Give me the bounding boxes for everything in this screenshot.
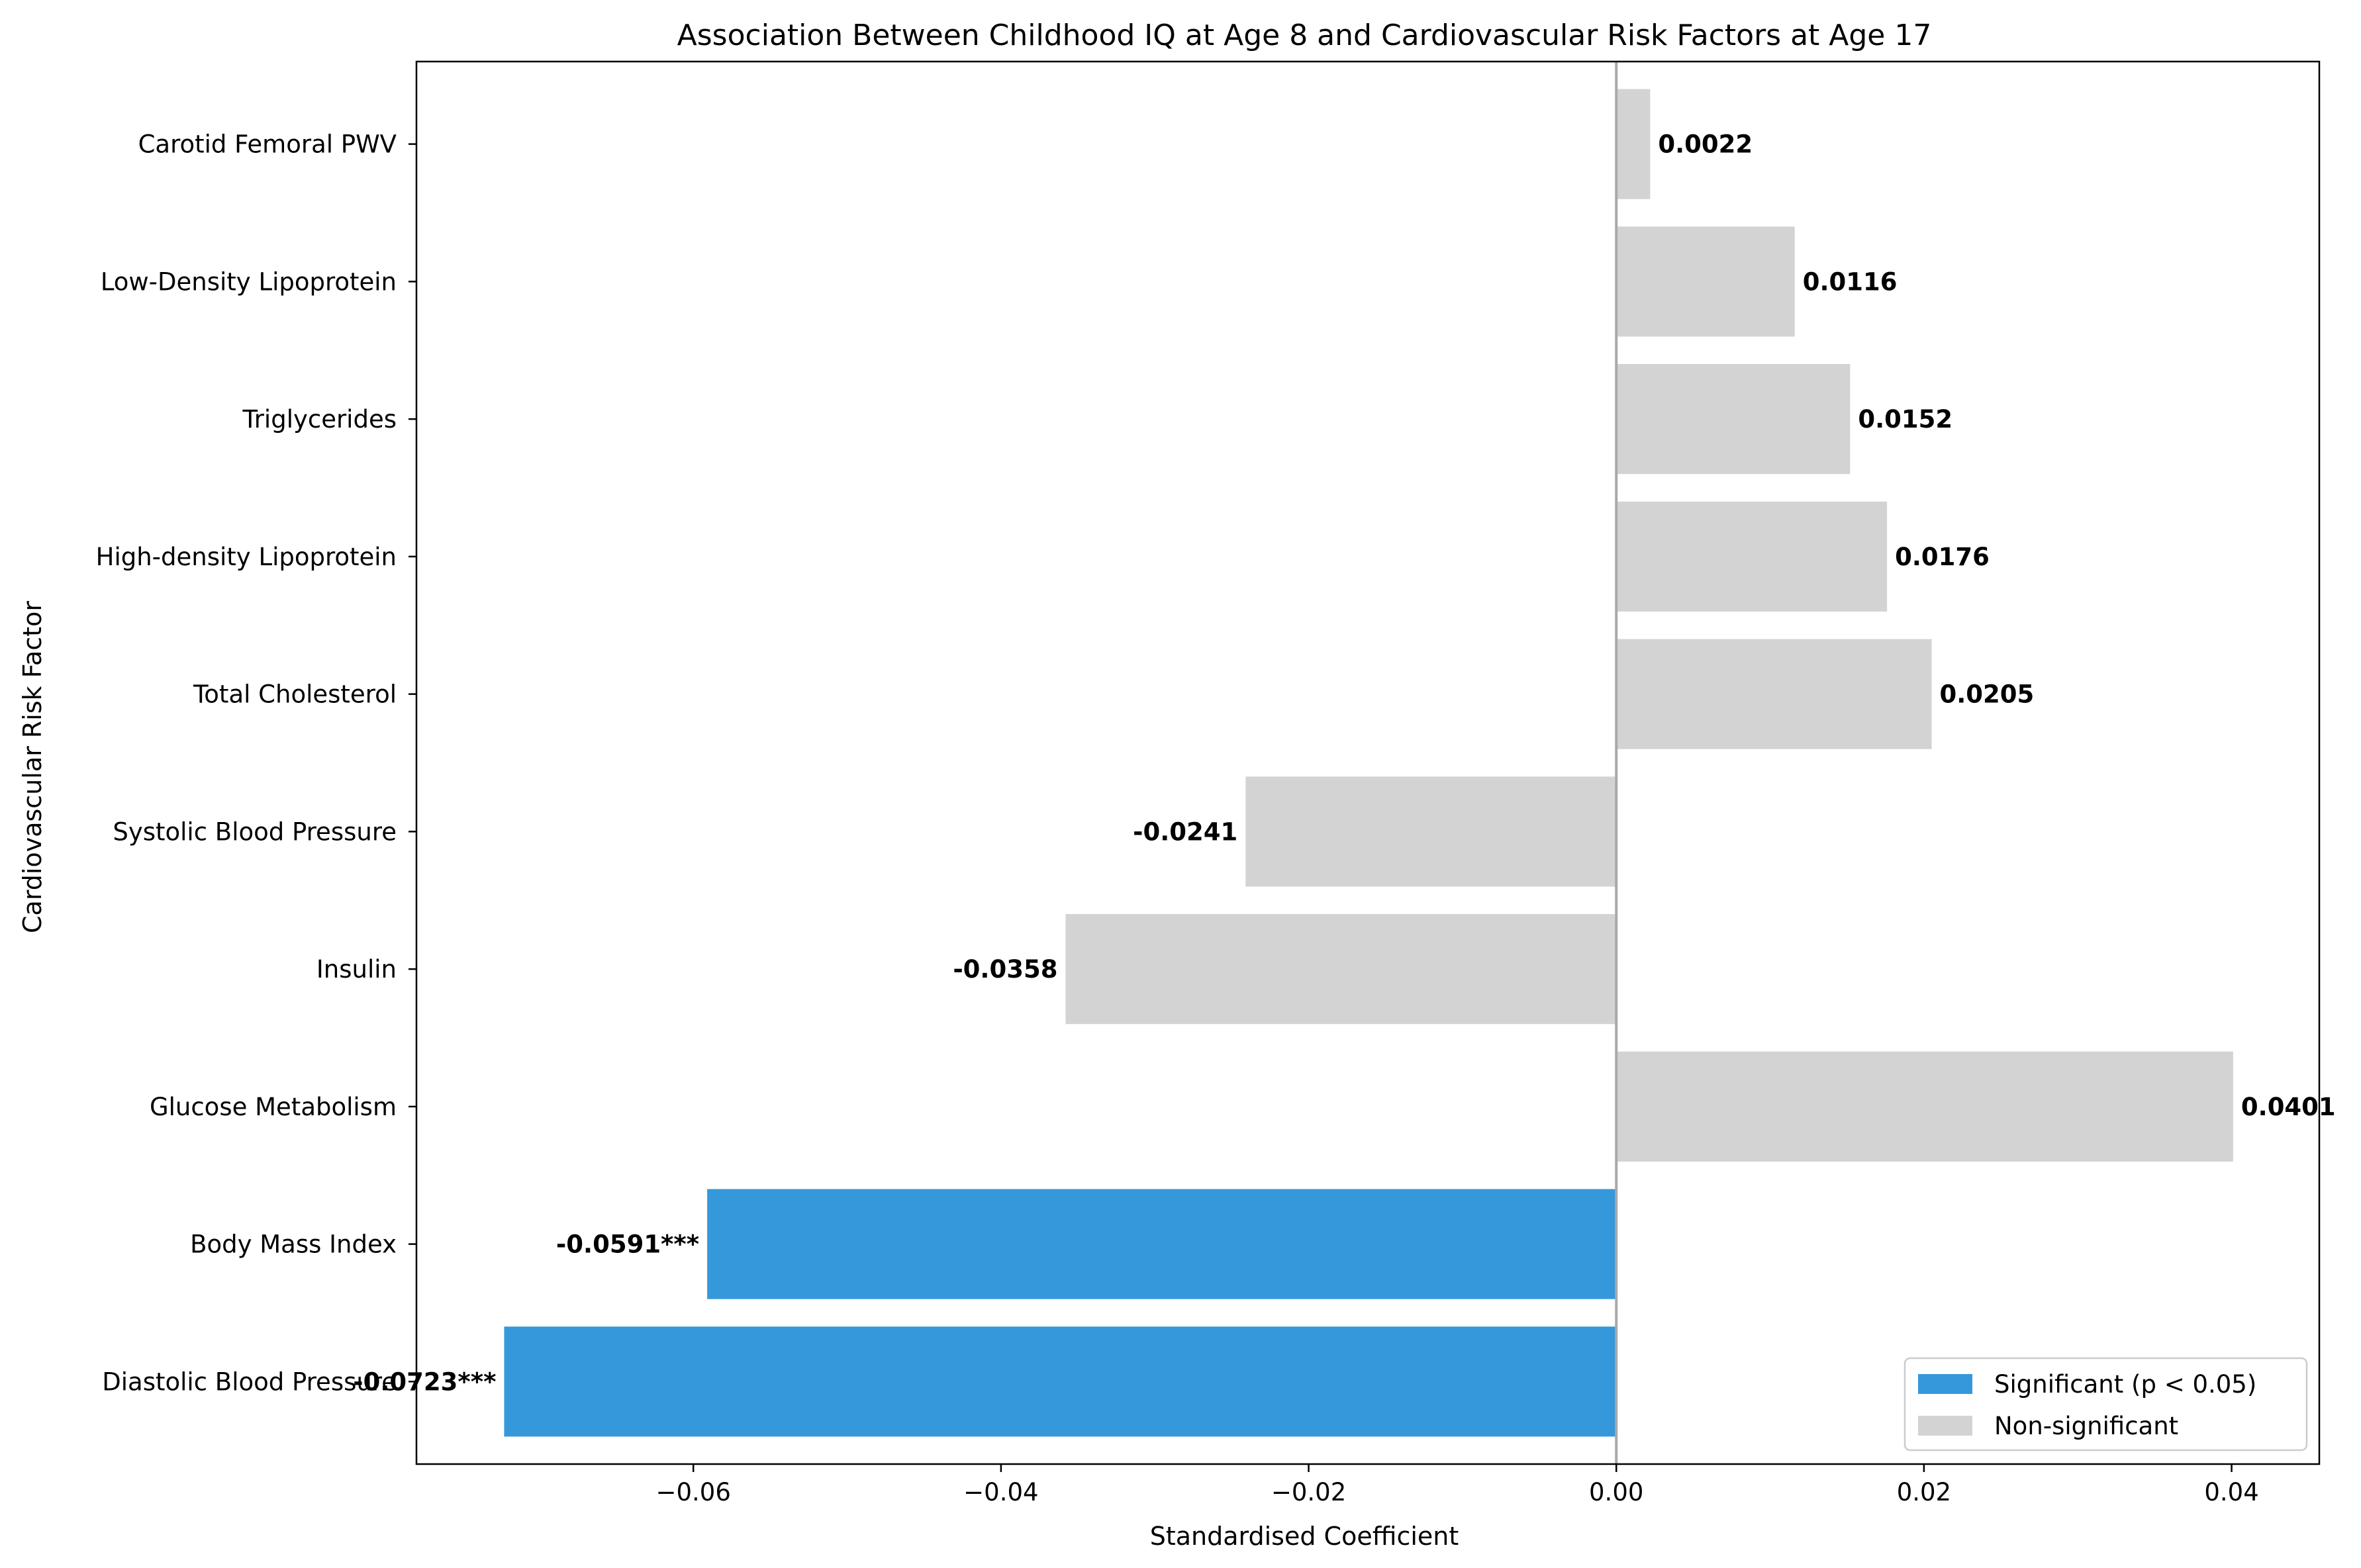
x-tick-label: 0.04: [2204, 1478, 2258, 1506]
data-label: 0.0116: [1803, 267, 1898, 296]
x-tick-label: 0.02: [1897, 1478, 1951, 1506]
data-label: 0.0205: [1940, 680, 2035, 709]
data-label: -0.0241: [1133, 817, 1237, 846]
legend-swatch: [1918, 1416, 1972, 1436]
x-tick-label: −0.02: [1271, 1478, 1346, 1506]
legend-frame: [1903, 1357, 2308, 1452]
y-tick-label: Carotid Femoral PWV: [138, 130, 397, 159]
x-tick-label: −0.06: [656, 1478, 731, 1506]
legend-swatch: [1918, 1374, 1972, 1394]
y-tick-label: Total Cholesterol: [193, 680, 397, 709]
data-label: 0.0401: [2241, 1093, 2336, 1121]
y-tick-label: High-density Lipoprotein: [96, 543, 397, 571]
legend-label: Significant (p < 0.05): [1994, 1370, 2256, 1399]
chart-title: Association Between Childhood IQ at Age …: [677, 19, 1932, 52]
bar: [707, 1189, 1617, 1299]
y-tick-label: Glucose Metabolism: [150, 1093, 397, 1121]
legend: Significant (p < 0.05) Non-significant: [1903, 1357, 2308, 1452]
bar: [1616, 1051, 2233, 1162]
plot-area: -0.0723*** -0.0591*** 0.0401 -0.0358 -0.0241…: [96, 60, 2336, 1506]
y-tick-label: Diastolic Blood Pressure: [102, 1367, 397, 1396]
y-axis-label: Cardiovascular Risk Factor: [18, 601, 47, 933]
data-label: -0.0723***: [353, 1367, 496, 1396]
bar: [1245, 776, 1617, 887]
x-tick-label: 0.00: [1589, 1478, 1643, 1506]
bar: [1065, 914, 1617, 1025]
y-tick-label: Body Mass Index: [190, 1230, 397, 1259]
data-label: 0.0176: [1895, 543, 1990, 571]
bar: [1616, 639, 1932, 749]
data-label: -0.0358: [953, 955, 1057, 984]
data-label: 0.0152: [1858, 405, 1952, 434]
data-label: 0.0022: [1658, 130, 1753, 159]
x-axis-label: Standardised Coefficient: [1150, 1522, 1459, 1551]
bar: [1616, 364, 1851, 475]
y-tick-label: Insulin: [316, 955, 397, 984]
y-tick-label: Systolic Blood Pressure: [113, 817, 397, 846]
y-tick-label: Triglycerides: [242, 405, 397, 434]
bar: [1616, 226, 1795, 337]
axes-frame: [415, 60, 2321, 1465]
bar: [1616, 501, 1888, 612]
bar: [1616, 89, 1651, 199]
data-label: -0.0591***: [556, 1230, 699, 1259]
y-tick-label: Low-Density Lipoprotein: [101, 267, 397, 296]
x-tick-label: −0.04: [963, 1478, 1038, 1506]
legend-label: Non-significant: [1994, 1412, 2178, 1440]
bar: [504, 1326, 1617, 1437]
